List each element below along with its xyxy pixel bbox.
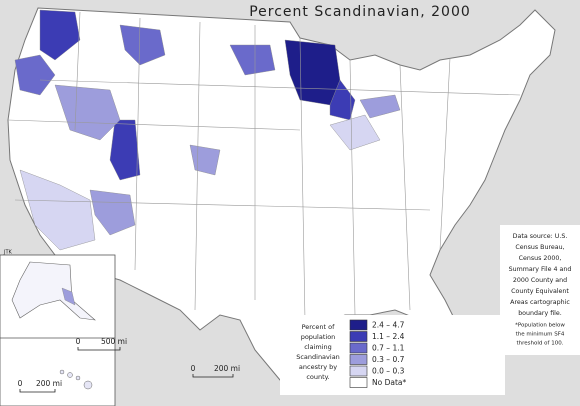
hawaii [59, 369, 93, 390]
scale-start: 0 [18, 379, 23, 388]
footnote: threshold of 100. [517, 341, 564, 347]
legend-caption: Scandinavian [296, 353, 340, 361]
region [109, 119, 141, 181]
scale-end: 200 mi [214, 364, 240, 373]
data-source: boundary file. [518, 310, 562, 317]
legend-swatch [349, 319, 368, 331]
legend-swatch [349, 331, 368, 342]
region [19, 169, 96, 251]
legend-label: 0.0 – 0.3 [372, 367, 405, 376]
county-shading [14, 9, 401, 251]
data-source: Census 2000, [519, 255, 562, 262]
region [329, 114, 381, 151]
footnote: the minimum SF4 [516, 332, 565, 338]
scale-bar [19, 389, 56, 393]
region [119, 24, 166, 66]
data-source: County Equivalent [511, 288, 569, 295]
scale-end: 200 mi [36, 379, 62, 388]
region [359, 94, 401, 119]
region [54, 84, 121, 141]
legend-caption: county. [306, 373, 329, 381]
legend-swatch [349, 365, 368, 377]
legend-caption: claiming [304, 343, 332, 351]
source-panel [500, 225, 580, 355]
scale-bar [192, 374, 234, 378]
region [61, 287, 76, 306]
region [89, 189, 136, 236]
credit: JTK [3, 250, 13, 256]
legend-caption: Percent of [302, 323, 336, 331]
scale-start: 0 [76, 337, 81, 346]
data-source: 2000 County and [513, 277, 567, 284]
legend-swatch [349, 354, 368, 365]
region [229, 44, 276, 76]
scale-bar [77, 347, 121, 351]
footnote: *Population below [515, 323, 565, 329]
legend-swatch [349, 377, 368, 388]
legend-swatch [349, 342, 368, 354]
legend-caption: population [301, 333, 336, 341]
scale-start: 0 [191, 364, 196, 373]
data-source: Data source: U.S. [513, 233, 568, 240]
legend-label: 0.7 – 1.1 [372, 344, 405, 353]
region [39, 9, 81, 61]
legend-label: 0.3 – 0.7 [372, 355, 405, 364]
data-source: Census Bureau, [515, 244, 564, 251]
legend-label: 1.1 – 2.4 [372, 332, 405, 341]
region [14, 54, 56, 96]
data-source: Summary File 4 and [509, 266, 572, 273]
region [329, 79, 356, 121]
map-title: Percent Scandinavian, 2000 [249, 4, 471, 20]
legend-panel [280, 315, 505, 395]
data-source: Areas cartographic [510, 299, 570, 306]
alaska [11, 261, 96, 321]
state-lines [7, 11, 521, 321]
legend-label: No Data* [372, 378, 406, 387]
legend-caption: ancestry by [299, 363, 337, 371]
scale-end: 500 mi [101, 337, 127, 346]
legend-label: 2.4 – 4.7 [372, 321, 405, 330]
